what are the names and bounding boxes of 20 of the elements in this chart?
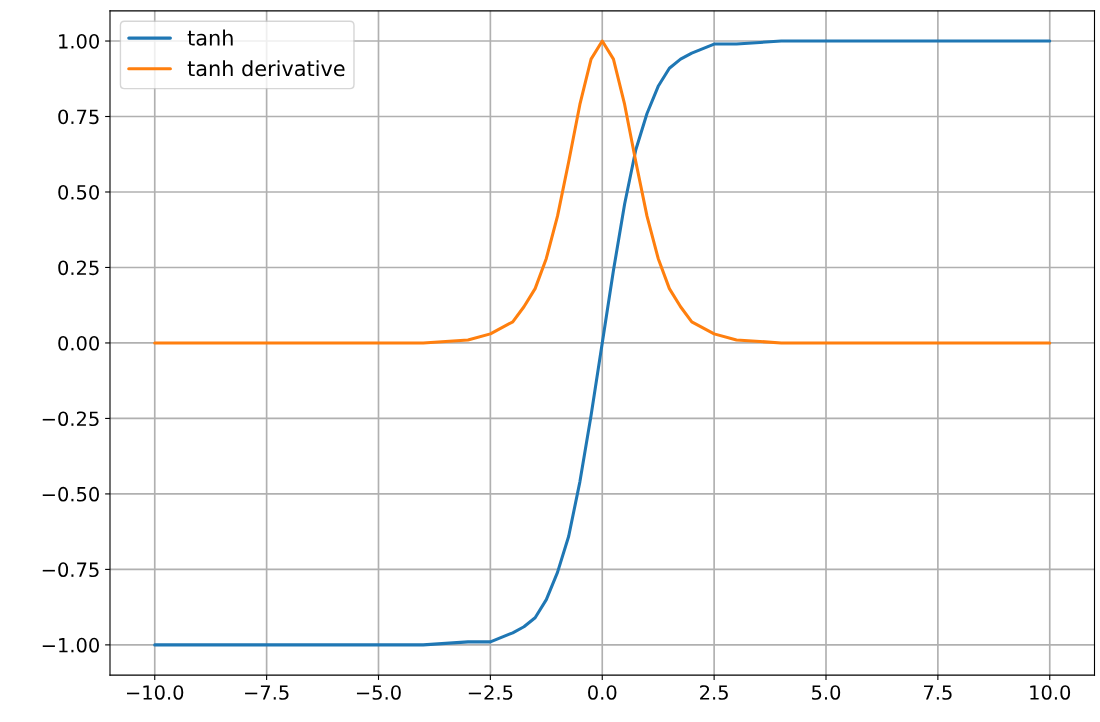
y-tick-label: 0.50 [58, 184, 99, 200]
x-tick-label: 2.5 [700, 685, 728, 700]
y-tick-label: −0.75 [42, 562, 99, 578]
x-tick-label: 5.0 [812, 685, 841, 700]
x-tick-label: −10.0 [127, 685, 184, 700]
x-tick-label: 0.0 [588, 685, 617, 700]
y-tick-label: 0.00 [58, 335, 99, 351]
y-tick-label: 1.00 [59, 33, 99, 49]
y-tick-label: −0.50 [42, 486, 99, 502]
y-tick-label: 0.75 [58, 109, 99, 125]
x-tick-label: 7.5 [924, 685, 952, 700]
x-tick-label: −2.5 [468, 685, 513, 700]
y-tick-label: −1.00 [42, 637, 99, 653]
x-tick-label: −7.5 [245, 685, 289, 700]
legend-label: tanh [187, 29, 233, 46]
legend-label: tanh derivative [187, 60, 345, 77]
x-tick-label: −5.0 [356, 685, 401, 700]
y-tick-label: −0.25 [42, 411, 99, 427]
x-tick-label: 10.0 [1030, 685, 1071, 700]
y-tick-label: 0.25 [58, 260, 99, 276]
